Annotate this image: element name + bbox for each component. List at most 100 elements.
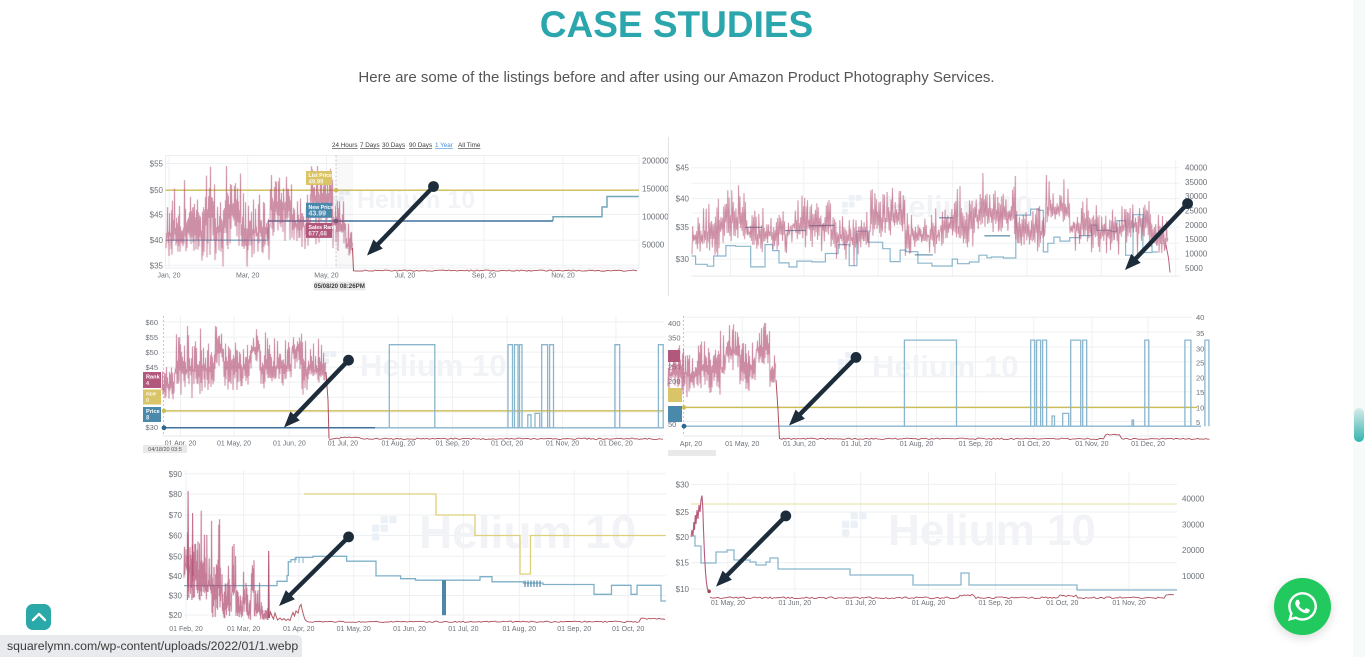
svg-text:10: 10 — [1196, 403, 1204, 412]
svg-text:Jan, 20: Jan, 20 — [158, 273, 181, 280]
svg-text:01 Aug, 20: 01 Aug, 20 — [900, 441, 934, 448]
svg-text:Helium 10: Helium 10 — [419, 506, 636, 558]
svg-text:$90: $90 — [169, 470, 183, 479]
svg-text:$40: $40 — [150, 236, 164, 245]
svg-text:01 Aug, 20: 01 Aug, 20 — [382, 441, 416, 448]
svg-text:20: 20 — [1196, 373, 1204, 382]
svg-text:30000: 30000 — [1182, 521, 1205, 530]
svg-text:20000: 20000 — [1185, 221, 1208, 230]
svg-text:$50: $50 — [145, 348, 158, 357]
svg-text:$80: $80 — [169, 490, 183, 499]
svg-text:$30: $30 — [169, 592, 183, 601]
svg-text:01 Sep, 20: 01 Sep, 20 — [978, 600, 1012, 607]
svg-text:01 Nov, 20: 01 Nov, 20 — [546, 441, 579, 448]
svg-text:35: 35 — [1196, 329, 1204, 338]
svg-text:01 Jun, 20: 01 Jun, 20 — [783, 441, 816, 448]
svg-text:10000: 10000 — [1185, 250, 1208, 259]
svg-text:All Time: All Time — [458, 142, 481, 149]
svg-text:Rank: Rank — [146, 375, 161, 381]
svg-text:400: 400 — [668, 319, 681, 328]
svg-text:8: 8 — [146, 416, 150, 422]
svg-text:Helium 10: Helium 10 — [872, 349, 1018, 384]
svg-text:01 Aug, 20: 01 Aug, 20 — [503, 626, 537, 633]
svg-text:01 Sep, 20: 01 Sep, 20 — [436, 441, 470, 448]
svg-text:4: 4 — [146, 381, 150, 387]
svg-text:01 Nov, 20: 01 Nov, 20 — [1075, 441, 1108, 448]
svg-text:01 Jun, 20: 01 Jun, 20 — [273, 441, 306, 448]
svg-text:$55: $55 — [145, 333, 158, 342]
svg-text:5000: 5000 — [1185, 264, 1203, 273]
svg-text:$45: $45 — [145, 363, 158, 372]
svg-text:$35: $35 — [676, 223, 690, 232]
svg-text:$25: $25 — [676, 508, 690, 517]
svg-text:49.99: 49.99 — [309, 180, 325, 186]
svg-text:50000: 50000 — [642, 241, 665, 250]
svg-text:Mar, 20: Mar, 20 — [236, 273, 259, 280]
svg-text:05/08/20 08:26PM: 05/08/20 08:26PM — [314, 283, 365, 290]
svg-text:$40: $40 — [169, 572, 183, 581]
svg-text:May, 20: May, 20 — [314, 273, 338, 280]
svg-text:$20: $20 — [676, 533, 690, 542]
svg-text:40000: 40000 — [1185, 164, 1208, 173]
svg-text:$60: $60 — [169, 532, 183, 541]
svg-text:$45: $45 — [150, 211, 164, 220]
svg-text:Sales Rank: Sales Rank — [309, 225, 337, 231]
svg-text:01 Jun, 20: 01 Jun, 20 — [778, 600, 811, 607]
svg-text:List Price: List Price — [309, 173, 332, 179]
svg-text:677,68: 677,68 — [309, 231, 328, 237]
svg-text:10000: 10000 — [1182, 572, 1205, 581]
svg-text:Sep, 20: Sep, 20 — [472, 273, 496, 280]
svg-text:01 Apr, 20: 01 Apr, 20 — [165, 441, 197, 448]
svg-text:01 Feb, 20: 01 Feb, 20 — [169, 626, 203, 633]
svg-text:01 Jun, 20: 01 Jun, 20 — [393, 626, 426, 633]
svg-text:350: 350 — [668, 334, 681, 343]
svg-text:01 Nov, 20: 01 Nov, 20 — [1112, 600, 1145, 607]
svg-text:01 Jul, 20: 01 Jul, 20 — [841, 441, 871, 448]
svg-text:30: 30 — [1196, 345, 1204, 354]
svg-text:30000: 30000 — [1185, 192, 1208, 201]
svg-text:1 Year: 1 Year — [435, 142, 453, 149]
svg-text:15: 15 — [1196, 388, 1204, 397]
svg-text:200: 200 — [668, 377, 681, 386]
svg-text:5: 5 — [1196, 418, 1200, 427]
svg-text:01 Mar, 20: 01 Mar, 20 — [227, 626, 260, 633]
svg-text:25: 25 — [1196, 359, 1204, 368]
svg-text:7 Days: 7 Days — [360, 142, 380, 149]
svg-text:01 Aug, 20: 01 Aug, 20 — [912, 600, 946, 607]
svg-text:35000: 35000 — [1185, 178, 1208, 187]
svg-text:150000: 150000 — [642, 185, 669, 194]
svg-text:01 May, 20: 01 May, 20 — [711, 600, 745, 607]
svg-text:$45: $45 — [676, 164, 690, 173]
svg-text:40000: 40000 — [1182, 495, 1205, 504]
svg-text:$35: $35 — [150, 261, 164, 270]
svg-text:$60: $60 — [145, 318, 158, 327]
svg-text:01 Sep, 20: 01 Sep, 20 — [959, 441, 993, 448]
svg-text:90 Days: 90 Days — [409, 142, 432, 149]
svg-text:01 Sep, 20: 01 Sep, 20 — [557, 626, 591, 633]
svg-text:01 Jul, 20: 01 Jul, 20 — [846, 600, 876, 607]
svg-text:$10: $10 — [676, 585, 690, 594]
svg-text:01 Dec, 20: 01 Dec, 20 — [1131, 441, 1165, 448]
svg-text:20000: 20000 — [1182, 546, 1205, 555]
svg-text:$40: $40 — [676, 195, 690, 204]
svg-text:40: 40 — [1196, 313, 1204, 322]
svg-text:01 Jul, 20: 01 Jul, 20 — [328, 441, 358, 448]
svg-text:01 Oct, 20: 01 Oct, 20 — [1046, 600, 1078, 607]
svg-text:New Price: New Price — [309, 205, 334, 211]
svg-text:30 Days: 30 Days — [382, 142, 405, 149]
svg-text:15000: 15000 — [1185, 235, 1208, 244]
svg-text:rice: rice — [146, 392, 156, 398]
svg-text:04/18/20 03:5: 04/18/20 03:5 — [148, 447, 182, 453]
svg-text:100000: 100000 — [642, 213, 669, 222]
svg-text:Apr, 20: Apr, 20 — [680, 441, 702, 448]
svg-text:$50: $50 — [150, 186, 164, 195]
svg-text:01 Oct, 20: 01 Oct, 20 — [491, 441, 523, 448]
svg-text:50: 50 — [668, 420, 676, 429]
svg-text:$50: $50 — [169, 552, 183, 561]
svg-text:Jul, 20: Jul, 20 — [395, 273, 416, 280]
svg-text:$15: $15 — [676, 559, 690, 568]
svg-text:01 Oct, 20: 01 Oct, 20 — [1018, 441, 1050, 448]
svg-text:01 Apr, 20: 01 Apr, 20 — [283, 626, 315, 633]
svg-text:$30: $30 — [676, 255, 690, 264]
svg-text:25000: 25000 — [1185, 206, 1208, 215]
